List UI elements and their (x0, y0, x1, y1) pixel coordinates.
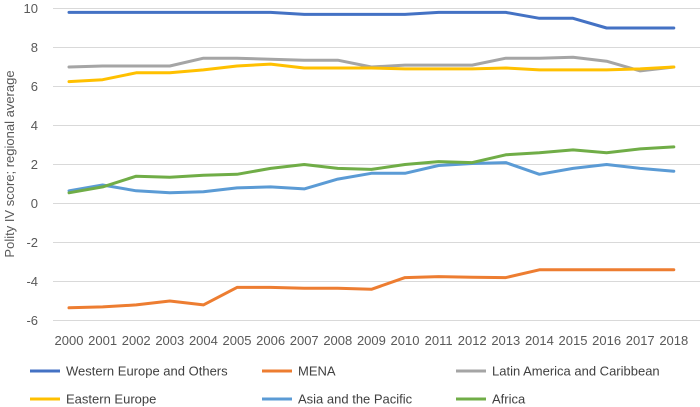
y-tick-label: 6 (31, 79, 38, 94)
series-line-mena (67, 268, 676, 310)
y-tick-label: -6 (26, 313, 38, 328)
gridlines (53, 8, 700, 321)
series-line-eastern-europe (67, 62, 676, 84)
x-tick-label: 2006 (256, 333, 285, 348)
legend-label: Asia and the Pacific (298, 392, 413, 407)
legend-label: Eastern Europe (66, 392, 156, 407)
x-tick-label: 2018 (659, 333, 688, 348)
series-line-asia-and-the-pacific (67, 161, 676, 195)
legend-label: MENA (298, 364, 336, 379)
x-tick-label: 2009 (357, 333, 386, 348)
x-tick-label: 2002 (122, 333, 151, 348)
legend-label: Africa (492, 392, 526, 407)
x-tick-label: 2001 (88, 333, 117, 348)
x-tick-label: 2017 (626, 333, 655, 348)
legend: Western Europe and Others MENA Latin Ameri… (30, 364, 660, 407)
y-tick-label: 4 (31, 118, 38, 133)
x-tick-label: 2003 (155, 333, 184, 348)
x-tick-label: 2015 (559, 333, 588, 348)
legend-label: Latin America and Caribbean (492, 364, 660, 379)
y-axis-label: Polity IV score; regional average (2, 70, 17, 257)
x-axis-ticks: 2000 2001 2002 2003 2004 2005 2006 2007 2008 2009… (55, 333, 689, 348)
y-axis-ticks: -6 -4 -2 0 2 4 6 8 10 (24, 1, 38, 328)
x-tick-label: 2000 (55, 333, 84, 348)
x-tick-label: 2008 (323, 333, 352, 348)
x-tick-label: 2016 (592, 333, 621, 348)
x-tick-label: 2005 (223, 333, 252, 348)
x-tick-label: 2012 (458, 333, 487, 348)
x-tick-label: 2011 (425, 333, 453, 348)
x-tick-label: 2013 (491, 333, 520, 348)
x-tick-label: 2004 (189, 333, 218, 348)
series-lines (67, 10, 676, 310)
y-tick-label: 0 (31, 196, 38, 211)
y-tick-label: -4 (26, 274, 38, 289)
x-tick-label: 2007 (290, 333, 319, 348)
y-tick-label: 8 (31, 40, 38, 55)
y-tick-label: -2 (26, 235, 38, 250)
legend-label: Western Europe and Others (66, 364, 228, 379)
y-tick-label: 2 (31, 157, 38, 172)
x-tick-label: 2010 (391, 333, 420, 348)
y-tick-label: 10 (24, 1, 38, 16)
x-tick-label: 2014 (525, 333, 554, 348)
series-line-africa (67, 145, 676, 195)
series-line-western-europe-and-others (67, 10, 676, 30)
